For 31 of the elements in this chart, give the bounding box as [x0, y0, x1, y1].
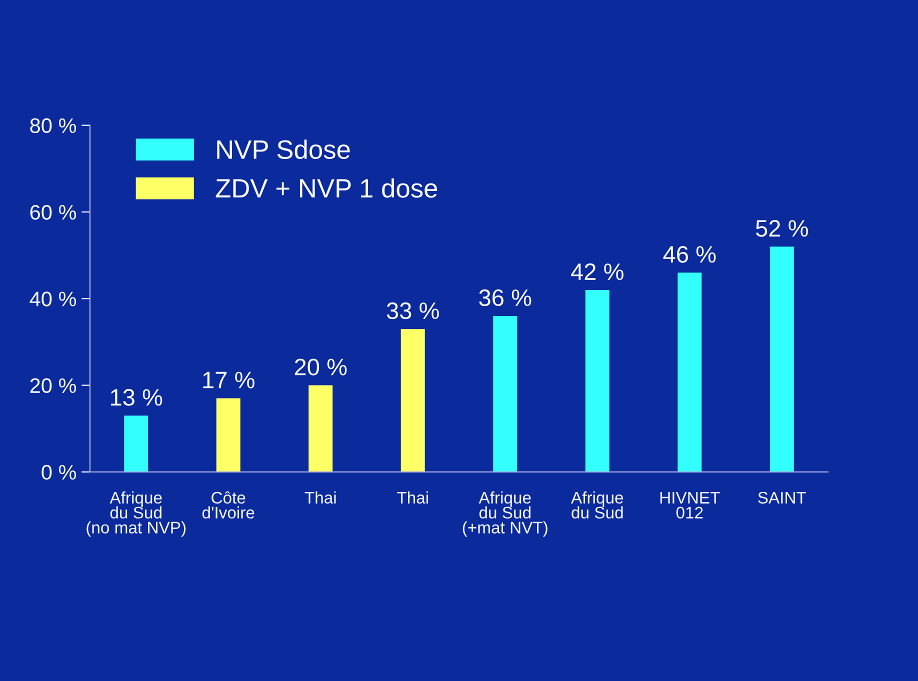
y-tick-label: 80 %: [30, 118, 76, 134]
y-tick-label: 0 %: [42, 464, 76, 480]
y-tick-label: 20 %: [30, 378, 76, 394]
x-tick-label: Thai: [397, 491, 428, 504]
bar: [585, 290, 610, 472]
y-tick-label: 60 %: [30, 204, 76, 220]
bar: [678, 272, 702, 472]
legend-label: ZDV + NVP 1 dose: [216, 178, 438, 198]
x-tick-label: HIVNET 012: [660, 492, 720, 519]
text: 33 %: [386, 302, 439, 320]
bar: [216, 398, 240, 472]
x-tick-label: Côte d'Ivoire: [202, 491, 254, 519]
legend-label: NVP Sdose: [217, 140, 350, 159]
x-tick-label: SAINT: [758, 492, 806, 504]
text: 46 %: [663, 246, 716, 263]
text: 17 %: [203, 372, 254, 388]
x-tick-label: Thai: [304, 491, 336, 504]
bar: [124, 416, 148, 472]
text: 36 %: [479, 289, 532, 306]
bar: [493, 316, 518, 472]
bar: [770, 246, 794, 472]
x-tick-label: Afrique du Sud: [571, 491, 624, 519]
x-tick-label: Afrique du Sud (no mat NVP): [86, 491, 186, 537]
text: 42 %: [571, 263, 624, 280]
text: 13 %: [110, 389, 162, 406]
x-tick-label: Afrique du Sud (+mat NVT): [462, 491, 548, 537]
text: 52 %: [756, 220, 808, 237]
bar: [400, 328, 425, 472]
y-tick-label: 40 %: [30, 292, 76, 306]
bar: [308, 385, 333, 472]
text: 20 %: [294, 358, 347, 376]
